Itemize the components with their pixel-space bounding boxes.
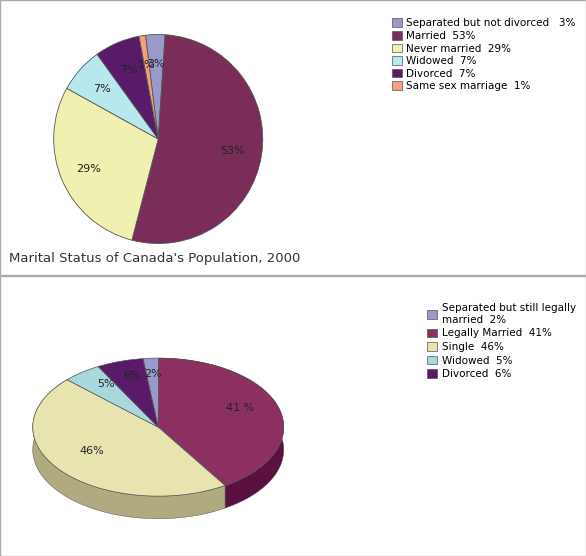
Wedge shape [145,34,165,139]
Polygon shape [33,380,225,496]
Polygon shape [98,359,158,427]
Text: 46%: 46% [80,445,105,455]
Wedge shape [132,34,263,244]
Polygon shape [67,366,158,427]
Wedge shape [139,35,158,139]
Polygon shape [143,358,159,427]
Wedge shape [54,88,158,240]
Legend: Separated but not divorced   3%, Married  53%, Never married  29%, Widowed  7%, : Separated but not divorced 3%, Married 5… [390,16,578,93]
Text: 2%: 2% [144,369,162,379]
Text: 41 %: 41 % [226,403,254,413]
Text: 7%: 7% [120,65,138,75]
Legend: Separated but still legally
married  2%, Legally Married  41%, Single  46%, Wido: Separated but still legally married 2%, … [425,301,578,381]
Text: 5%: 5% [97,379,115,389]
Text: 7%: 7% [93,84,111,94]
Polygon shape [33,380,225,519]
Text: Marital Status of Canada's Population, 2000: Marital Status of Canada's Population, 2… [9,252,300,265]
Text: 6%: 6% [123,371,141,381]
Text: 53%: 53% [220,146,245,156]
Wedge shape [97,36,158,139]
Wedge shape [67,54,158,139]
Polygon shape [159,358,284,508]
Text: 3%: 3% [147,59,165,69]
Polygon shape [158,358,284,485]
Text: 29%: 29% [77,163,101,173]
Text: 1%: 1% [138,59,155,70]
